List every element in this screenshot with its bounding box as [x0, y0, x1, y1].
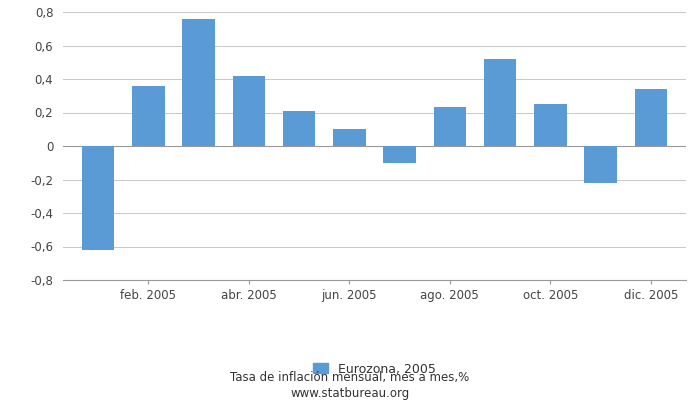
Bar [132, 86, 164, 146]
Bar [384, 146, 416, 163]
Bar [634, 89, 667, 146]
Bar [433, 108, 466, 146]
Bar [333, 129, 365, 146]
Legend: Eurozona, 2005: Eurozona, 2005 [313, 362, 436, 376]
Bar [534, 104, 567, 146]
Bar [232, 76, 265, 146]
Bar [182, 19, 215, 146]
Bar [484, 59, 517, 146]
Text: www.statbureau.org: www.statbureau.org [290, 388, 410, 400]
Bar [82, 146, 115, 250]
Text: Tasa de inflación mensual, mes a mes,%: Tasa de inflación mensual, mes a mes,% [230, 372, 470, 384]
Bar [283, 111, 316, 146]
Bar [584, 146, 617, 183]
